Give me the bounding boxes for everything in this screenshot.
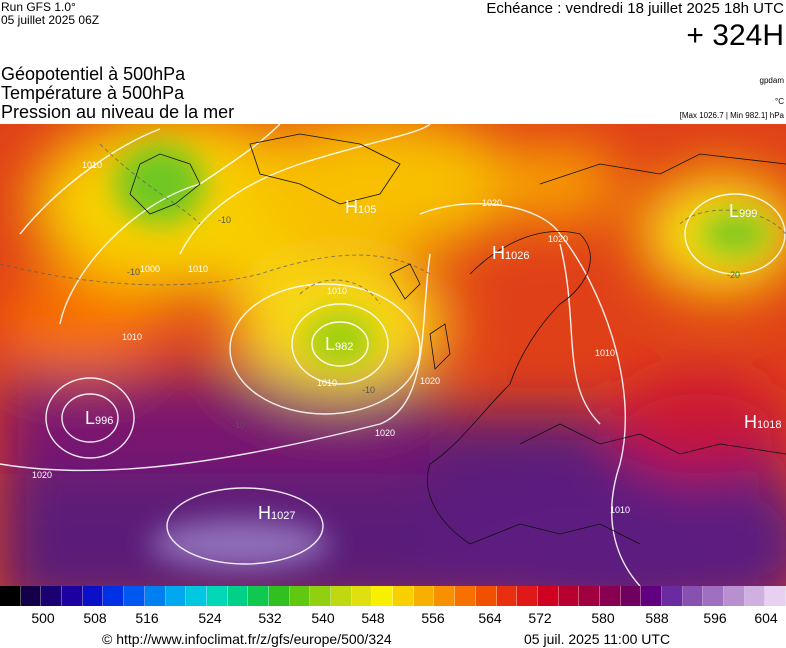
legend-swatch — [351, 586, 373, 606]
temperature-label: -20 — [727, 270, 741, 280]
isobar-label: 1020 — [548, 234, 569, 244]
legend-tick: 508 — [83, 610, 107, 626]
legend-tick: 532 — [258, 610, 282, 626]
color-legend — [0, 586, 786, 608]
isobar-label: 1010 — [610, 505, 631, 515]
pressure-center-l-996: L996 — [85, 408, 114, 428]
legend-swatch — [558, 586, 580, 606]
pressure-center-l-982: L982 — [325, 334, 354, 354]
geopotential-field — [0, 124, 786, 586]
legend-swatch — [331, 586, 352, 606]
isobar-label: 1020 — [420, 376, 441, 386]
isobar-label: 1010 — [317, 378, 338, 388]
legend-swatch — [82, 586, 104, 606]
isobar-label: 1020 — [32, 470, 53, 480]
isobar-label: 1010 — [188, 264, 209, 274]
legend-swatch — [62, 586, 83, 606]
legend-swatch — [41, 586, 63, 606]
isobar-label: 1020 — [482, 198, 503, 208]
generated-timestamp: 05 juil. 2025 11:00 UTC — [524, 631, 671, 647]
legend-tick: 572 — [528, 610, 552, 626]
legend-swatch — [434, 586, 456, 606]
isobar-label: 1010 — [327, 286, 348, 296]
legend-swatch — [103, 586, 125, 606]
legend-swatch — [682, 586, 704, 606]
legend-tick: 540 — [311, 610, 335, 626]
legend-swatch — [227, 586, 249, 606]
pressure-center-h-1026: H1026 — [492, 243, 530, 263]
pressure-center-h-105: H105 — [345, 197, 377, 217]
legend-tick: 564 — [478, 610, 502, 626]
temperature-label: -10 — [232, 420, 246, 430]
legend-tick: 548 — [361, 610, 385, 626]
pressure-center-h-1018: H1018 — [744, 412, 782, 432]
temperature-label: -10 — [127, 267, 141, 277]
isobar-label: 1010 — [595, 348, 616, 358]
isobar-label: 1010 — [122, 332, 143, 342]
legend-swatch — [641, 586, 662, 606]
title-pressure: Pression au niveau de la mer — [1, 102, 235, 122]
weather-map — [0, 124, 786, 586]
legend-tick: 580 — [591, 610, 615, 626]
legend-swatch — [206, 586, 228, 606]
legend-swatch — [144, 586, 166, 606]
pressure-center-h-1027: H1027 — [258, 503, 296, 523]
legend-tick: 596 — [703, 610, 727, 626]
legend-swatch — [703, 586, 725, 606]
legend-swatch — [413, 586, 435, 606]
isobar-label: 1020 — [375, 428, 396, 438]
legend-swatch — [165, 586, 187, 606]
temperature-label: -10 — [218, 215, 232, 225]
title-temperature: Température à 500hPa — [1, 83, 185, 103]
legend-swatch — [496, 586, 518, 606]
legend-swatch — [599, 586, 621, 606]
coastlines — [129, 133, 786, 545]
isobar-label: 1000 — [140, 264, 161, 274]
isobar-label: 1010 — [82, 160, 103, 170]
legend-swatch — [744, 586, 766, 606]
legend-tick: 604 — [754, 610, 778, 626]
legend-swatch — [579, 586, 600, 606]
unit-geopot: gpdam — [759, 76, 784, 85]
temperature-lines — [0, 143, 786, 305]
legend-swatch — [124, 586, 145, 606]
source-url[interactable]: © http://www.infoclimat.fr/z/gfs/europe/… — [102, 631, 392, 647]
legend-tick: 588 — [645, 610, 669, 626]
legend-swatch — [537, 586, 559, 606]
legend-swatch — [455, 586, 476, 606]
isobars — [0, 124, 786, 586]
legend-swatch — [248, 586, 269, 606]
pressure-center-l-999: L999 — [729, 201, 758, 221]
legend-swatch — [724, 586, 745, 606]
run-label: Run GFS 1.0° — [1, 0, 76, 14]
legend-swatch — [372, 586, 394, 606]
legend-swatch — [393, 586, 414, 606]
echeance-label: Echéance : vendredi 18 juillet 2025 18h … — [486, 0, 784, 17]
legend-tick: 524 — [198, 610, 222, 626]
legend-tick: 516 — [135, 610, 159, 626]
legend-swatch — [310, 586, 331, 606]
legend-swatch — [289, 586, 311, 606]
legend-swatch — [0, 586, 21, 606]
legend-swatch — [517, 586, 538, 606]
run-date: 05 juillet 2025 06Z — [1, 13, 100, 27]
temperature-label: -10 — [362, 385, 376, 395]
legend-swatch — [765, 586, 786, 606]
legend-swatch — [186, 586, 207, 606]
legend-swatch — [268, 586, 290, 606]
legend-tick: 556 — [421, 610, 445, 626]
title-geopotential: Géopotentiel à 500hPa — [1, 64, 186, 84]
unit-pressure: [Max 1026.7 | Min 982.1] hPa — [679, 111, 784, 120]
legend-swatch — [662, 586, 683, 606]
legend-swatch — [620, 586, 642, 606]
legend-tick: 500 — [31, 610, 55, 626]
unit-temp: °C — [775, 97, 784, 106]
legend-swatch — [20, 586, 42, 606]
legend-swatch — [475, 586, 497, 606]
lead-time: + 324H — [686, 19, 784, 52]
